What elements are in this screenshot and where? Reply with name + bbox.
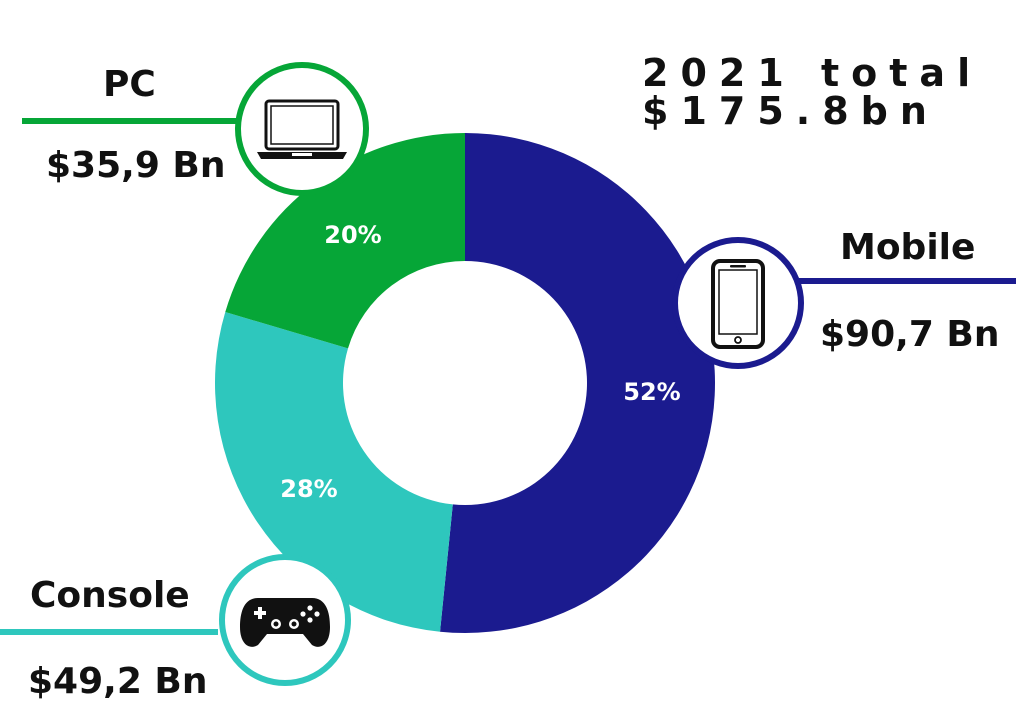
- console-name-label: Console: [30, 575, 190, 616]
- pc-name-label: PC: [103, 64, 156, 105]
- mobile-callout: Mobile $90,7 Bn: [672, 227, 1016, 369]
- donut-slices: [214, 133, 716, 634]
- pc-callout: PC $35,9 Bn: [22, 62, 369, 196]
- gamepad-icon: [240, 598, 330, 647]
- mobile-value-label: $90,7 Bn: [820, 314, 999, 355]
- pc-value-label: $35,9 Bn: [46, 145, 225, 186]
- console-callout: Console $49,2 Bn: [0, 554, 351, 702]
- mobile-name-label: Mobile: [840, 227, 975, 268]
- percent-label-pc: 20%: [324, 221, 381, 249]
- percent-label-mobile: 52%: [623, 378, 680, 406]
- smartphone-icon: [711, 259, 765, 349]
- console-value-label: $49,2 Bn: [28, 661, 207, 702]
- slice-console: [214, 312, 453, 632]
- total-caption: 2021 total: [642, 51, 982, 95]
- slice-pc: [225, 133, 465, 349]
- percent-label-console: 28%: [280, 475, 337, 503]
- laptop-icon: [257, 99, 347, 159]
- total-block: 2021 total $175.8bn: [642, 51, 982, 133]
- slice-mobile: [440, 133, 716, 634]
- total-value: $175.8bn: [642, 89, 939, 133]
